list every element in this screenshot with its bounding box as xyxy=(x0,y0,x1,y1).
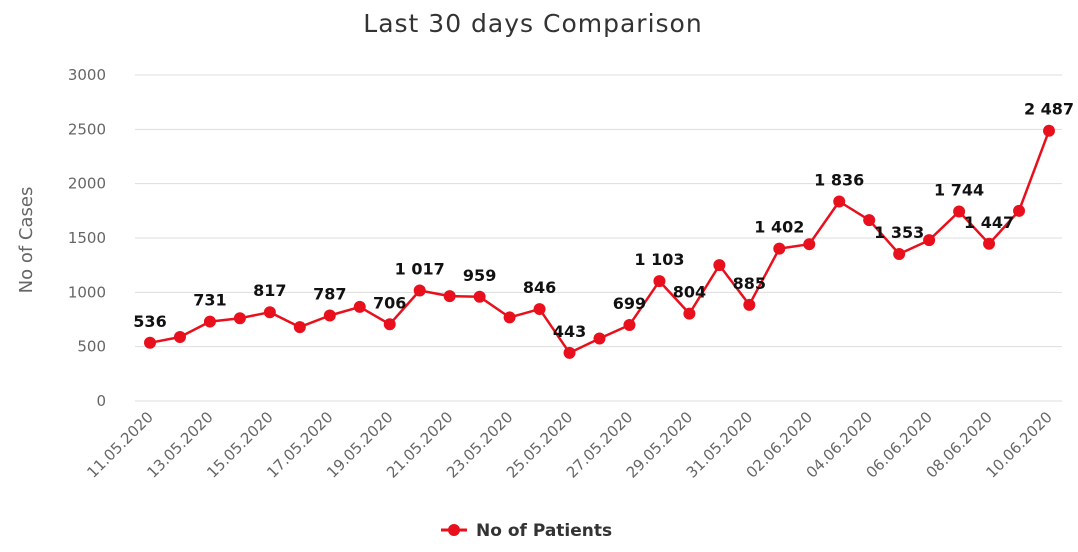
data-point xyxy=(503,311,516,324)
data-point xyxy=(863,214,876,227)
data-label: 817 xyxy=(253,281,286,300)
data-point xyxy=(203,315,216,328)
data-label: 787 xyxy=(313,284,346,303)
data-point xyxy=(293,321,306,334)
data-label: 804 xyxy=(673,283,706,302)
data-label: 885 xyxy=(733,274,766,293)
data-label: 1 447 xyxy=(964,213,1014,232)
data-label: 1 402 xyxy=(754,218,804,237)
series-no-of-patients xyxy=(144,124,1055,359)
data-point xyxy=(773,242,786,255)
data-label: 443 xyxy=(553,322,586,341)
data-label: 2 487 xyxy=(1024,100,1074,119)
data-point xyxy=(893,247,906,260)
data-point xyxy=(953,205,966,218)
y-tick-label: 500 xyxy=(77,338,106,356)
legend-dot-marker xyxy=(448,524,460,536)
data-label: 731 xyxy=(193,291,226,310)
data-label: 699 xyxy=(613,294,646,313)
data-label: 1 017 xyxy=(395,259,445,278)
data-label: 1 103 xyxy=(634,250,684,269)
y-tick-label: 0 xyxy=(96,392,106,410)
y-tick-label: 2000 xyxy=(68,175,106,193)
data-point xyxy=(683,307,696,320)
data-point xyxy=(1013,204,1026,217)
y-tick-label: 1000 xyxy=(68,283,106,301)
y-axis-label: No of Cases xyxy=(16,187,37,294)
data-point xyxy=(383,318,396,331)
y-tick-label: 3000 xyxy=(68,66,106,84)
legend-label: No of Patients xyxy=(476,521,612,541)
x-axis-ticks: 11.05.202013.05.202015.05.202017.05.2020… xyxy=(83,408,1055,481)
data-point xyxy=(563,346,576,359)
data-point xyxy=(623,319,636,332)
gridlines xyxy=(135,74,1062,402)
data-point xyxy=(173,330,186,343)
legend[interactable]: No of Patients xyxy=(441,521,612,541)
data-label: 1 353 xyxy=(874,223,924,242)
y-tick-label: 1500 xyxy=(68,229,106,247)
y-axis-ticks: 0 500 1000 1500 2000 2500 3000 xyxy=(68,66,106,410)
data-point xyxy=(413,284,426,297)
data-label: 1 836 xyxy=(814,170,864,189)
data-label: 1 744 xyxy=(934,180,984,199)
y-tick-label: 2500 xyxy=(68,120,106,138)
data-point xyxy=(653,275,666,288)
data-label: 959 xyxy=(463,266,496,285)
data-point xyxy=(233,312,246,325)
data-point xyxy=(833,195,846,208)
data-point xyxy=(1043,124,1055,137)
chart-title: Last 30 days Comparison xyxy=(363,9,702,38)
data-label: 536 xyxy=(133,312,166,331)
data-point xyxy=(713,259,726,272)
data-point xyxy=(144,336,156,349)
data-point xyxy=(323,309,336,322)
data-label: 846 xyxy=(523,278,556,297)
data-point xyxy=(353,300,366,313)
data-point xyxy=(743,298,756,311)
data-point xyxy=(263,306,276,319)
data-point xyxy=(983,237,996,250)
data-point xyxy=(803,238,816,251)
data-point xyxy=(923,234,936,247)
data-point xyxy=(533,303,546,316)
data-point xyxy=(473,290,486,303)
data-point xyxy=(443,290,456,303)
data-labels: 536 731 817 787 706 1 017 959 846 443 699 1 103 804… xyxy=(133,100,1074,341)
data-label: 706 xyxy=(373,293,406,312)
data-point xyxy=(593,332,606,345)
